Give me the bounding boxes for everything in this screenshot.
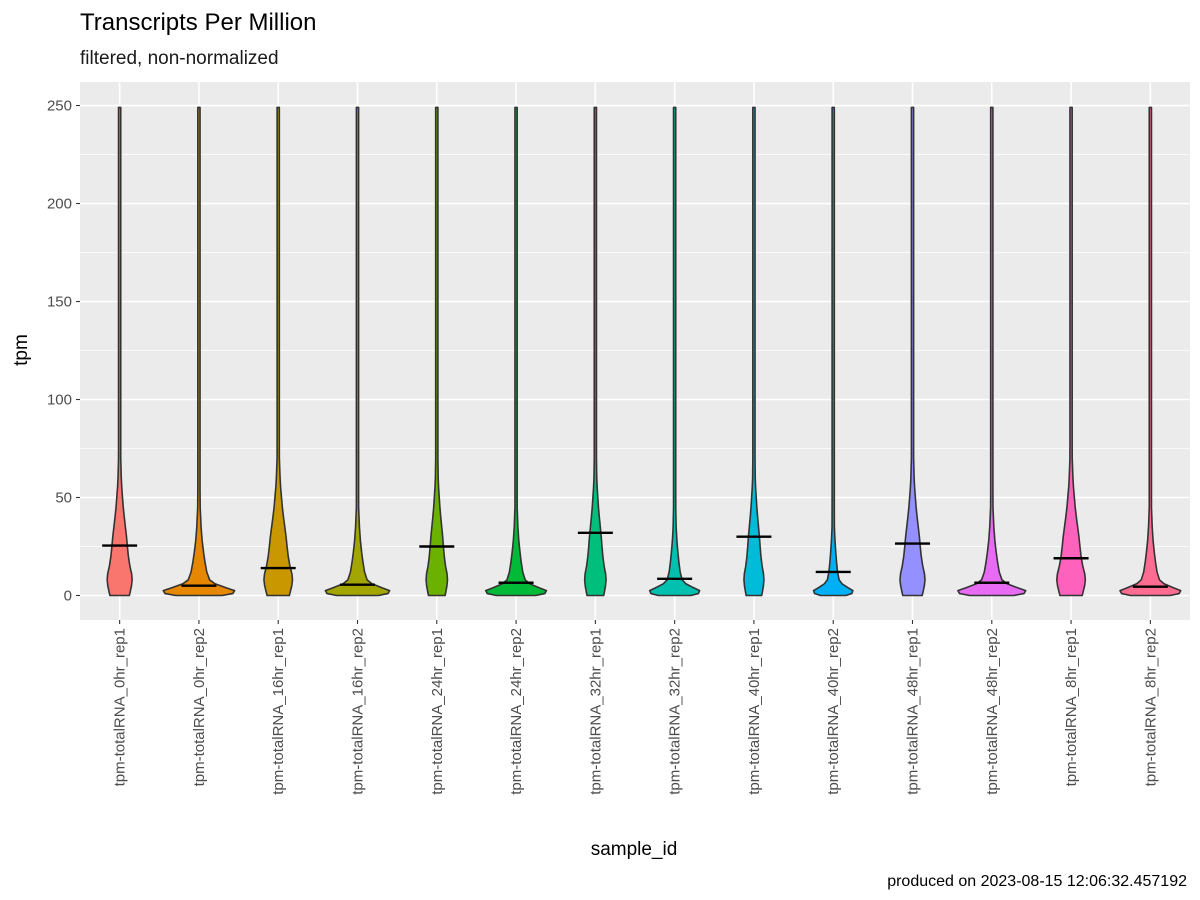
x-tick-label: tpm-totalRNA_0hr_rep1 — [112, 628, 129, 786]
x-tick-label: tpm-totalRNA_48hr_rep2 — [984, 628, 1001, 795]
violin-tpm-totalRNA_8hr_rep1 — [1056, 106, 1087, 597]
y-tick-label: 150 — [47, 294, 72, 311]
chart-title: Transcripts Per Million — [80, 9, 317, 36]
y-tick-label: 100 — [47, 392, 72, 409]
violin-tpm-totalRNA_48hr_rep2 — [957, 106, 1027, 597]
violin-tpm-totalRNA_16hr_rep1 — [263, 106, 294, 597]
plot-panel — [80, 82, 1190, 620]
x-tick-label: tpm-totalRNA_16hr_rep1 — [270, 628, 287, 795]
violin-tpm-totalRNA_40hr_rep1 — [743, 106, 765, 597]
x-tick-label: tpm-totalRNA_40hr_rep2 — [825, 628, 842, 795]
x-tick-label: tpm-totalRNA_8hr_rep2 — [1142, 628, 1159, 786]
violins — [102, 106, 1182, 597]
x-tick-label: tpm-totalRNA_32hr_rep2 — [667, 628, 684, 795]
x-tick-label: tpm-totalRNA_32hr_rep1 — [587, 628, 604, 795]
violin-tpm-totalRNA_16hr_rep2 — [324, 106, 391, 597]
violin-tpm-totalRNA_0hr_rep1 — [106, 106, 133, 597]
x-tick-label: tpm-totalRNA_48hr_rep1 — [905, 628, 922, 795]
violin-tpm-totalRNA_24hr_rep1 — [425, 106, 449, 597]
y-tick-label: 250 — [47, 98, 72, 115]
panel-background — [80, 82, 1190, 620]
x-axis: tpm-totalRNA_0hr_rep1 tpm-totalRNA_0hr_re… — [112, 620, 1159, 795]
x-tick-label: tpm-totalRNA_24hr_rep1 — [429, 628, 446, 795]
y-tick-label: 200 — [47, 196, 72, 213]
x-tick-label: tpm-totalRNA_40hr_rep1 — [746, 628, 763, 795]
violin-tpm-totalRNA_32hr_rep1 — [583, 106, 607, 597]
y-tick-label: 0 — [64, 588, 72, 605]
y-axis: 0 50 100 150 200 250 — [47, 98, 80, 605]
chart-caption: produced on 2023-08-15 12:06:32.457192 — [887, 873, 1187, 890]
y-tick-label: 50 — [55, 490, 72, 507]
x-axis-title: sample_id — [591, 839, 678, 860]
x-tick-label: tpm-totalRNA_0hr_rep2 — [191, 628, 208, 786]
x-tick-label: tpm-totalRNA_24hr_rep2 — [508, 628, 525, 795]
violin-tpm-totalRNA_24hr_rep2 — [484, 106, 548, 597]
y-axis-title: tpm — [11, 334, 32, 366]
chart-subtitle: filtered, non-normalized — [80, 48, 279, 69]
x-tick-label: tpm-totalRNA_16hr_rep2 — [350, 628, 367, 795]
x-tick-label: tpm-totalRNA_8hr_rep1 — [1063, 628, 1080, 786]
violin-tpm-totalRNA_0hr_rep2 — [162, 106, 236, 597]
violin-tpm-totalRNA_8hr_rep2 — [1119, 106, 1182, 597]
